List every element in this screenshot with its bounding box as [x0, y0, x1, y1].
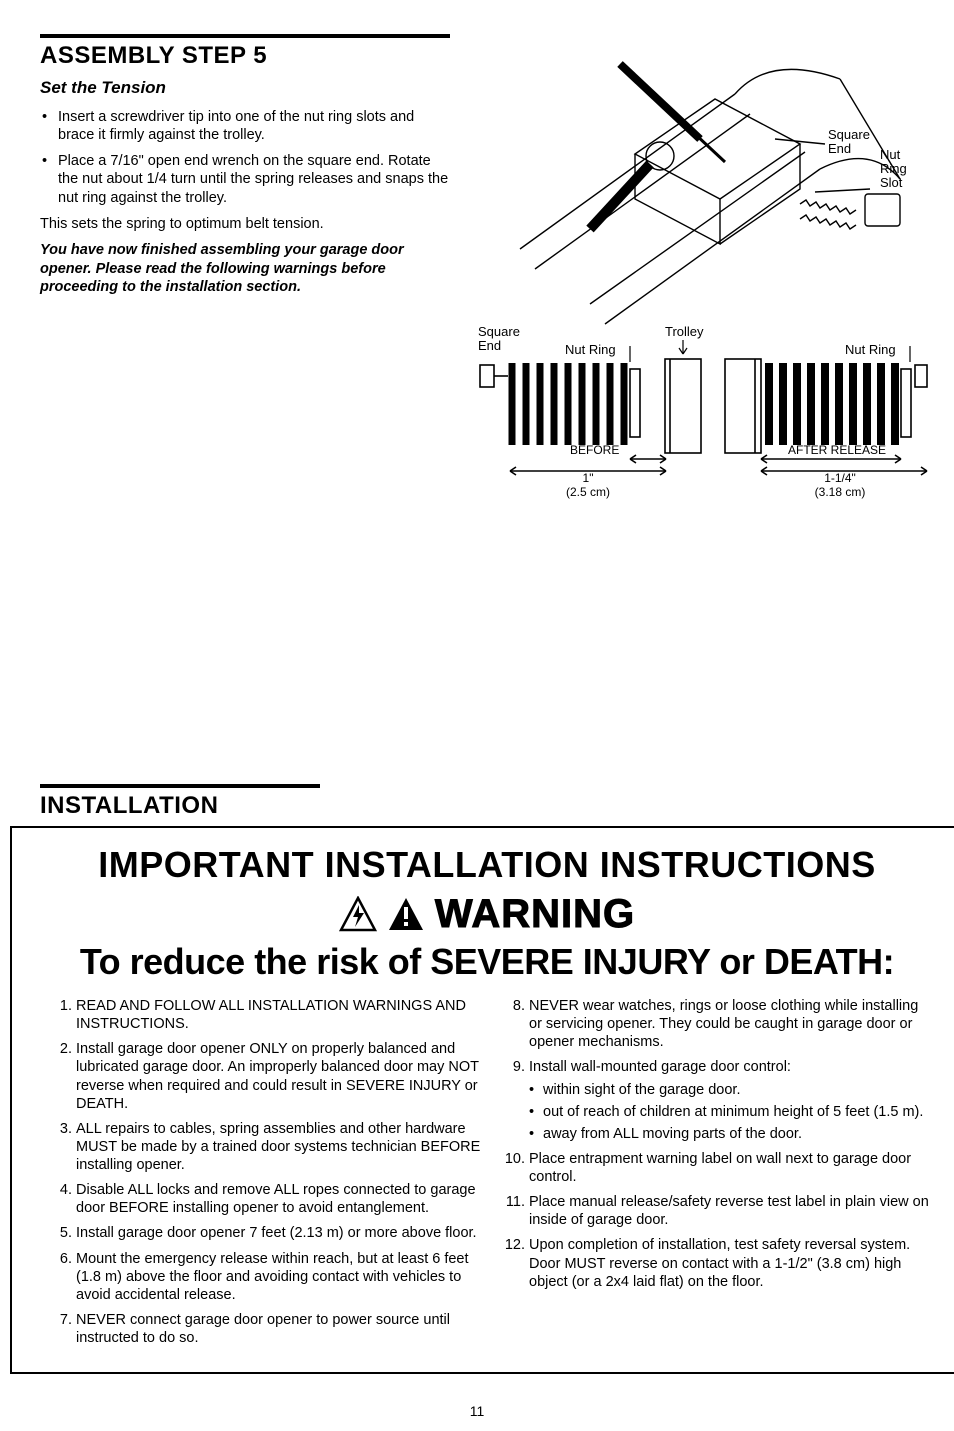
right-list: NEVER wear watches, rings or loose cloth… [503, 997, 934, 1291]
assembly-title: ASSEMBLY STEP 5 [40, 42, 450, 70]
label-square-end-top2: End [828, 141, 851, 156]
right-column: NEVER wear watches, rings or loose cloth… [503, 997, 934, 1354]
warning-banner: WARNING [12, 892, 954, 937]
bullet-item: Insert a screwdriver tip into one of the… [40, 108, 450, 144]
label-after: AFTER RELEASE [788, 443, 886, 457]
label-trolley: Trolley [665, 324, 704, 339]
label-nutring-left: Nut Ring [565, 342, 616, 357]
label-before: BEFORE [570, 443, 619, 457]
diagram-column: Square End Nut Ring Slot Trolley Square … [470, 34, 930, 534]
bullet-item: Place a 7/16" open end wrench on the squ… [40, 152, 450, 206]
list-item: NEVER wear watches, rings or loose cloth… [503, 997, 934, 1051]
rule [40, 34, 450, 38]
assembly-text-column: ASSEMBLY STEP 5 Set the Tension Insert a… [10, 34, 450, 534]
assembly-finish-note: You have now finished assembling your ga… [40, 241, 450, 298]
sub-bullet-list: within sight of the garage door. out of … [529, 1081, 934, 1143]
label-before-dim2: (2.5 cm) [566, 485, 610, 499]
label-ring: Ring [880, 161, 907, 176]
sub-bullet: within sight of the garage door. [529, 1081, 934, 1099]
assembly-bullets: Insert a screwdriver tip into one of the… [40, 108, 450, 207]
label-after-dim2: (3.18 cm) [815, 485, 866, 499]
list-item: Mount the emergency release within reach… [50, 1250, 481, 1304]
electric-hazard-icon [339, 896, 377, 934]
rule [40, 784, 320, 788]
label-nutring-right: Nut Ring [845, 342, 896, 357]
label-nut: Nut [880, 147, 901, 162]
reduce-heading: To reduce the risk of SEVERE INJURY or D… [12, 941, 954, 983]
warning-columns: READ AND FOLLOW ALL INSTALLATION WARNING… [12, 997, 954, 1354]
list-item: ALL repairs to cables, spring assemblies… [50, 1120, 481, 1174]
page-number: 11 [0, 1403, 954, 1419]
label-slot: Slot [880, 175, 903, 190]
list-item: Install garage door opener 7 feet (2.13 … [50, 1224, 481, 1242]
list-item: Install garage door opener ONLY on prope… [50, 1040, 481, 1113]
label-end-left: End [478, 338, 501, 353]
list-item: Install wall-mounted garage door control… [503, 1058, 934, 1143]
top-section: ASSEMBLY STEP 5 Set the Tension Insert a… [10, 34, 924, 534]
important-heading: IMPORTANT INSTALLATION INSTRUCTIONS [12, 844, 954, 886]
warning-box: IMPORTANT INSTALLATION INSTRUCTIONS WARN… [10, 826, 954, 1374]
list-item: Disable ALL locks and remove ALL ropes c… [50, 1181, 481, 1217]
list-item: Place manual release/safety reverse test… [503, 1193, 934, 1229]
installation-title: INSTALLATION [40, 792, 924, 820]
left-list: READ AND FOLLOW ALL INSTALLATION WARNING… [50, 997, 481, 1347]
warning-word: WARNING [435, 892, 635, 937]
list-item: Upon completion of installation, test sa… [503, 1236, 934, 1290]
assembly-diagram: Square End Nut Ring Slot Trolley Square … [470, 34, 930, 534]
left-column: READ AND FOLLOW ALL INSTALLATION WARNING… [50, 997, 481, 1354]
list-item-text: Install wall-mounted garage door control… [529, 1059, 791, 1075]
label-square-end-top: Square [828, 127, 870, 142]
label-square-left: Square [478, 324, 520, 339]
warning-triangle-icon [387, 896, 425, 934]
list-item: READ AND FOLLOW ALL INSTALLATION WARNING… [50, 997, 481, 1033]
list-item: Place entrapment warning label on wall n… [503, 1150, 934, 1186]
list-item: NEVER connect garage door opener to powe… [50, 1311, 481, 1347]
assembly-subheading: Set the Tension [40, 78, 450, 98]
label-before-dim1: 1" [583, 471, 594, 485]
sub-bullet: out of reach of children at minimum heig… [529, 1103, 934, 1121]
installation-section: INSTALLATION IMPORTANT INSTALLATION INST… [10, 784, 924, 1374]
label-after-dim1: 1-1/4" [824, 471, 856, 485]
sub-bullet: away from ALL moving parts of the door. [529, 1125, 934, 1143]
assembly-body: This sets the spring to optimum belt ten… [40, 215, 450, 233]
